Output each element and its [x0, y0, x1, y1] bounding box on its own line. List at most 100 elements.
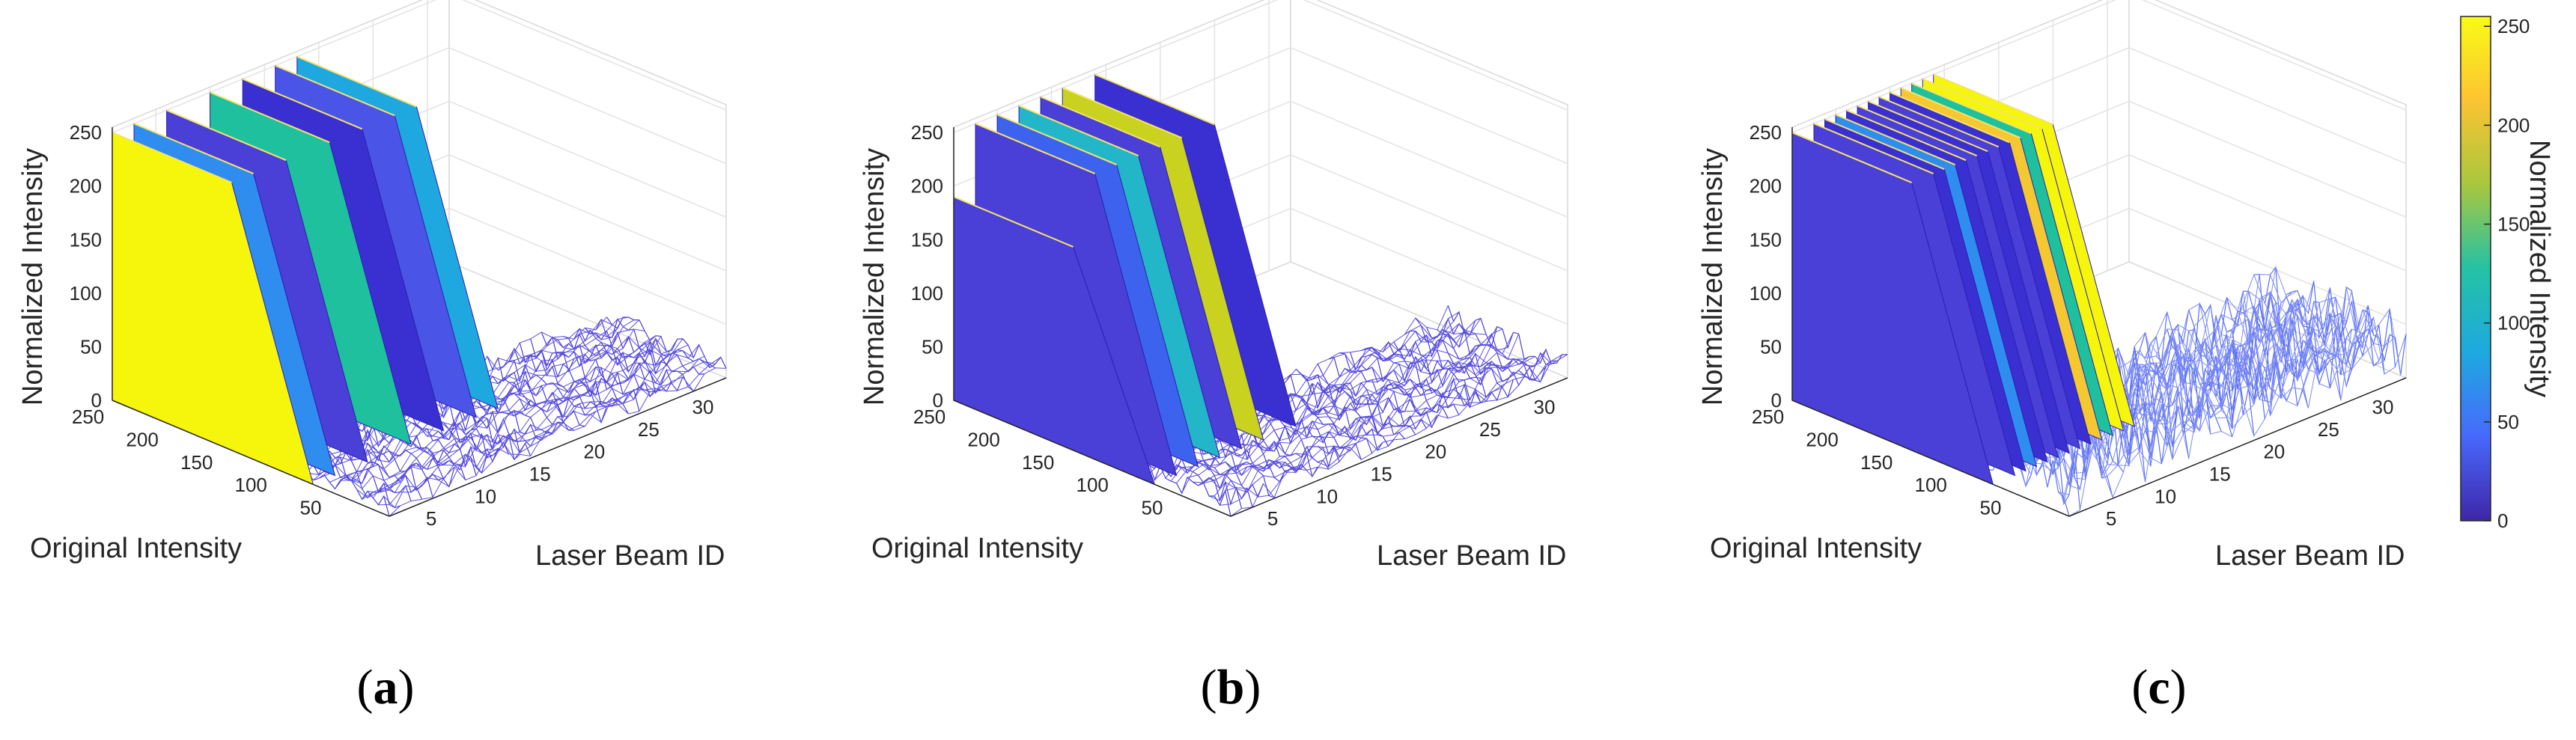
caption-c: (c): [2131, 660, 2186, 715]
mesh-line: [1187, 358, 1525, 478]
z-tick-label: 150: [911, 228, 943, 251]
ridge-crest: [1900, 87, 2021, 139]
side-wall: [1290, 0, 1568, 379]
z-tick-label: 200: [1750, 175, 1782, 198]
surface-plot-b: 0 50 100 150 200 250 50 100 150 200 250 5 10 15 20 25 30…: [859, 0, 1568, 715]
y-tick-label: 50: [300, 497, 322, 519]
mesh-line: [2003, 298, 2342, 477]
ridge-crest: [1824, 118, 1945, 171]
gridline: [1791, 0, 2407, 133]
mesh-line: [1208, 349, 1547, 501]
y-tick-label: 250: [913, 406, 946, 428]
x-tick-label: 20: [1425, 441, 1446, 463]
x-tick-label: 15: [1371, 462, 1392, 485]
ridge-crest: [1846, 109, 1967, 162]
ridge-crest: [275, 64, 395, 117]
mesh-line: [340, 338, 678, 484]
colorbar-tick-label: 0: [2497, 510, 2508, 532]
colorbar-tick-label: 150: [2497, 213, 2530, 236]
mesh-line: [1165, 328, 1503, 479]
z-tick-label: 0: [91, 389, 102, 412]
mesh-line: [383, 356, 721, 509]
x-tick-label: 5: [426, 507, 436, 530]
mesh-line: [1225, 354, 1562, 498]
ridge-crest: [1040, 96, 1161, 148]
ridge-crest: [1857, 105, 1978, 157]
mesh-line: [1160, 326, 1498, 477]
x-tick-label: 30: [1534, 396, 1556, 418]
colorbar-label: Normalized Intensity: [2524, 140, 2555, 397]
y-tick-label: 200: [967, 428, 999, 450]
side-wall: [2128, 0, 2407, 379]
ridge-crest: [1094, 73, 1215, 126]
ridge-crest: [1878, 96, 2000, 148]
y-tick-label: 100: [1077, 474, 1109, 496]
ridge-crest: [112, 132, 232, 183]
mesh-line: [1176, 332, 1514, 484]
x-tick-label: 20: [2263, 441, 2285, 463]
mesh-line: [356, 350, 694, 498]
side-wall: [448, 0, 727, 379]
ridge-crest: [953, 196, 1074, 248]
mesh-line: [378, 361, 716, 506]
mesh-line: [1230, 354, 1568, 517]
y-axis-label: Original Intensity: [871, 533, 1083, 564]
y-tick-label: 200: [1806, 428, 1838, 450]
mesh-line: [1193, 355, 1530, 483]
z-tick-label: 100: [911, 282, 943, 305]
x-tick-label: 15: [529, 462, 551, 485]
z-tick-label: 150: [1750, 228, 1782, 251]
mesh-line: [2052, 327, 2390, 504]
y-axis-label: Original Intensity: [1710, 533, 1922, 564]
z-tick-label: 100: [70, 282, 102, 305]
x-tick-label: 15: [2209, 462, 2231, 485]
ridge-crest: [296, 55, 417, 108]
colorbar-gradient: [2460, 16, 2491, 522]
colorbar: 0 50 100 150 200 250 Normalized Intensity: [2460, 15, 2555, 532]
ridge-crest: [1813, 123, 1934, 175]
ridge-crest: [1868, 100, 1988, 153]
z-tick-label: 50: [80, 335, 102, 358]
x-axis-line: [2068, 377, 2407, 517]
y-axis-line: [953, 400, 1231, 517]
z-tick-label: 50: [922, 335, 943, 358]
colorbar-tick-label: 50: [2497, 411, 2519, 433]
ridge-crest: [1018, 105, 1139, 157]
caption-b: (b): [1201, 660, 1261, 715]
z-axis-label: Normalized Intensity: [17, 148, 49, 406]
y-axis-line: [1791, 400, 2070, 517]
mesh-line: [2030, 305, 2369, 474]
mesh-line: [1220, 362, 1557, 506]
y-tick-label: 150: [180, 451, 213, 474]
mesh-line: [2036, 308, 2374, 476]
z-tick-label: 250: [1750, 121, 1782, 144]
mesh-line: [362, 344, 700, 500]
z-axis-label: Normalized Intensity: [1697, 148, 1729, 406]
x-axis-line: [1230, 377, 1568, 517]
mesh-line: [1170, 344, 1508, 482]
ridge-crest: [1890, 91, 2010, 144]
y-tick-label: 50: [1980, 497, 2002, 519]
y-tick-label: 150: [1860, 451, 1893, 474]
mesh-line: [372, 358, 710, 498]
y-tick-label: 50: [1142, 497, 1163, 519]
x-tick-label: 10: [475, 485, 496, 507]
mesh-line: [2063, 308, 2402, 498]
x-axis-line: [389, 377, 727, 517]
z-tick-label: 100: [1750, 282, 1782, 305]
x-axis-label: Laser Beam ID: [2215, 540, 2405, 572]
x-tick-label: 25: [1479, 418, 1501, 441]
z-tick-label: 0: [1771, 389, 1782, 412]
ridge-crest: [1835, 114, 1956, 166]
ridge-crest: [242, 78, 363, 130]
y-tick-label: 100: [235, 474, 267, 496]
y-tick-label: 200: [126, 428, 158, 450]
ridge-crest: [1922, 78, 2043, 130]
mesh-line: [1181, 334, 1520, 494]
ridge-crest: [1062, 87, 1183, 139]
mesh-line: [519, 343, 640, 412]
y-tick-label: 250: [1752, 406, 1784, 428]
x-tick-label: 5: [2106, 507, 2116, 530]
x-axis-label: Laser Beam ID: [1377, 540, 1566, 572]
